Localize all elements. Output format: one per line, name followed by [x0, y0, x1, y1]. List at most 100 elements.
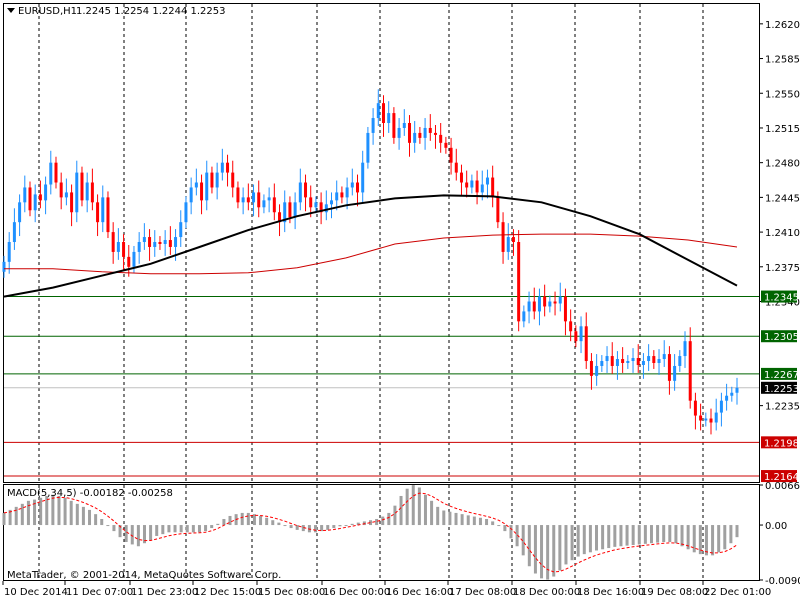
candle-body-5: [28, 187, 32, 211]
macd-bar-111: [680, 525, 684, 547]
candle-body-113: [589, 361, 593, 376]
y-tick-label-7: 1.2375: [765, 263, 800, 274]
macd-bar-45: [277, 522, 281, 526]
candle-body-7: [38, 194, 42, 201]
macd-bar-20: [124, 525, 128, 543]
candle-body-0: [2, 261, 6, 272]
macd-bar-35: [216, 523, 220, 526]
macd-bar-49: [301, 525, 305, 532]
candle-body-12: [64, 192, 68, 198]
candle-body-112: [584, 326, 588, 362]
candle-body-24: [127, 256, 131, 267]
x-tick-label-6: 16 Dec 16:00: [386, 587, 453, 598]
macd-axis: 0.00661 0.00 -0.00907: [759, 481, 800, 587]
candle-body-58: [304, 182, 308, 198]
candle-body-59: [309, 197, 313, 208]
candle-body-74: [387, 113, 391, 124]
macd-tick-label-1: 0.00: [765, 521, 787, 532]
candle-body-54: [283, 202, 287, 223]
candle-body-28: [148, 237, 152, 247]
candle-body-73: [381, 103, 385, 124]
candle-body-81: [423, 127, 427, 138]
macd-bar-104: [637, 525, 641, 545]
macd-bar-64: [393, 505, 397, 526]
candle-body-13: [70, 192, 74, 213]
candle-body-3: [18, 202, 22, 223]
candle-body-86: [449, 147, 453, 163]
candle-body-25: [132, 251, 136, 267]
candle-body-82: [428, 127, 432, 133]
macd-bar-34: [210, 525, 214, 529]
macd-bar-14: [88, 509, 92, 526]
macd-bar-10: [63, 497, 67, 526]
dropdown-triangle-icon[interactable]: [7, 8, 15, 13]
macd-bar-27: [167, 525, 171, 533]
candle-body-20: [106, 197, 110, 233]
macd-bar-81: [497, 525, 501, 527]
macd-bar-32: [197, 525, 201, 533]
x-tick-label-5: 16 Dec 00:00: [323, 587, 390, 598]
level-tag-bg-3: [761, 436, 797, 449]
macd-bar-96: [588, 525, 592, 553]
y-tick-label-5: 1.2445: [765, 193, 800, 204]
candle-body-101: [527, 301, 531, 312]
macd-header: MACD(5,34,5) -0.00182 -0.00258: [7, 488, 173, 499]
macd-bar-9: [57, 495, 61, 526]
y-tick-label-2: 1.2550: [765, 89, 800, 100]
candle-body-70: [366, 132, 370, 163]
candle-body-136: [709, 418, 713, 423]
candle-body-6: [33, 194, 37, 211]
macd-bar-109: [668, 525, 672, 543]
candle-body-135: [704, 418, 708, 421]
candle-body-114: [595, 365, 599, 376]
candle-body-133: [693, 400, 697, 416]
macd-bar-62: [381, 516, 385, 526]
price-axis: 1.2620 1.2585 1.2550 1.2515 1.2480 1.2445 1.24…: [759, 20, 800, 413]
candle-body-108: [563, 296, 567, 322]
macd-bar-108: [662, 525, 666, 543]
macd-bar-79: [485, 518, 489, 526]
candle-body-89: [465, 182, 469, 188]
level-tag-label-3: 1.2198: [764, 438, 799, 449]
macd-tick-label-2: -0.00907: [765, 576, 800, 587]
candle-body-15: [80, 172, 84, 201]
macd-bar-30: [185, 525, 189, 533]
macd-bar-83: [509, 525, 513, 539]
level-tag-bg-2: [761, 367, 797, 380]
candle-body-83: [433, 132, 437, 135]
candle-body-137: [714, 412, 718, 423]
x-tick-label-8: 18 Dec 00:00: [513, 587, 580, 598]
candle-body-98: [511, 237, 515, 243]
candle-body-30: [158, 242, 162, 244]
macd-bar-69: [423, 494, 427, 526]
candle-body-106: [553, 301, 557, 304]
macd-bar-87: [533, 525, 537, 574]
macd-bar-120: [735, 525, 739, 538]
candle-body-65: [340, 192, 344, 198]
macd-bar-78: [478, 517, 482, 526]
macd-bar-28: [173, 525, 177, 533]
candle-body-34: [179, 222, 183, 238]
candle-body-105: [548, 301, 552, 307]
candle-body-61: [319, 202, 323, 213]
level-tag-label-1: 1.2305: [764, 332, 799, 343]
macd-bar-63: [387, 512, 391, 526]
macd-bar-11: [69, 500, 73, 526]
x-tick-label-11: 22 Dec 01:00: [704, 587, 771, 598]
macd-bar-84: [515, 525, 519, 547]
macd-bar-89: [546, 525, 550, 580]
macd-bar-48: [295, 525, 299, 530]
candle-body-26: [137, 242, 141, 252]
macd-bar-56: [344, 525, 348, 527]
macd-bar-112: [686, 525, 690, 550]
candle-body-138: [719, 400, 723, 413]
candle-body-107: [558, 296, 562, 304]
candle-body-32: [168, 240, 172, 247]
y-tick-label-6: 1.2410: [765, 228, 800, 239]
macd-bar-39: [240, 512, 244, 526]
candle-body-111: [579, 326, 583, 342]
candle-body-36: [189, 187, 193, 203]
candle-body-2: [12, 222, 16, 243]
candle-body-27: [142, 237, 146, 243]
